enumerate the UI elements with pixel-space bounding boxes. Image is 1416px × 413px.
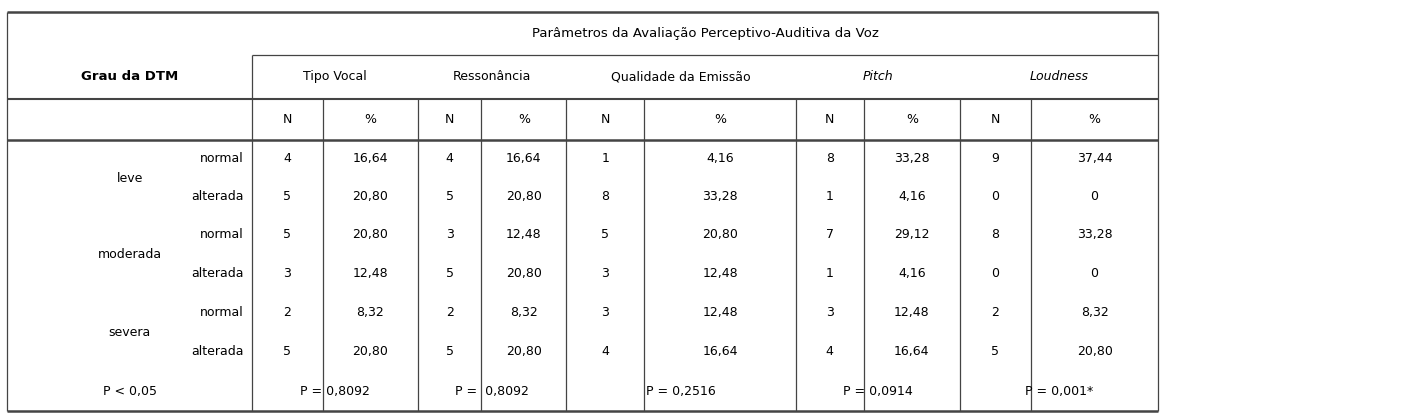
Text: Parâmetros da Avaliação Perceptivo-Auditiva da Voz: Parâmetros da Avaliação Perceptivo-Audit…: [532, 27, 878, 40]
Text: Qualidade da Emissão: Qualidade da Emissão: [612, 70, 750, 83]
Text: 5: 5: [446, 190, 453, 203]
Text: 1: 1: [602, 152, 609, 165]
Text: P = 0,0914: P = 0,0914: [843, 385, 913, 398]
Text: %: %: [518, 113, 530, 126]
Text: 20,80: 20,80: [506, 267, 542, 280]
Text: alterada: alterada: [191, 190, 244, 203]
Text: 4: 4: [283, 152, 292, 165]
Text: 2: 2: [991, 306, 1000, 319]
Text: 20,80: 20,80: [353, 228, 388, 242]
Text: 12,48: 12,48: [506, 228, 542, 242]
Text: 8: 8: [991, 228, 1000, 242]
Text: 12,48: 12,48: [353, 267, 388, 280]
Text: Loudness: Loudness: [1029, 70, 1089, 83]
Text: 3: 3: [446, 228, 453, 242]
Text: 3: 3: [602, 306, 609, 319]
Text: 33,28: 33,28: [1076, 228, 1113, 242]
Text: 20,80: 20,80: [353, 190, 388, 203]
Text: 16,64: 16,64: [353, 152, 388, 165]
Text: %: %: [1089, 113, 1100, 126]
Text: 5: 5: [446, 267, 453, 280]
Text: 3: 3: [826, 306, 834, 319]
Text: 0: 0: [1090, 267, 1099, 280]
Text: 37,44: 37,44: [1076, 152, 1113, 165]
Text: 16,64: 16,64: [893, 345, 930, 358]
Text: P = 0,001*: P = 0,001*: [1025, 385, 1093, 398]
Text: 3: 3: [283, 267, 292, 280]
Text: 33,28: 33,28: [702, 190, 738, 203]
Text: 0: 0: [991, 190, 1000, 203]
Text: N: N: [600, 113, 610, 126]
Text: 4,16: 4,16: [898, 190, 926, 203]
Text: 20,80: 20,80: [1076, 345, 1113, 358]
Text: 5: 5: [602, 228, 609, 242]
Text: %: %: [714, 113, 726, 126]
Text: 7: 7: [826, 228, 834, 242]
Text: Ressonância: Ressonância: [453, 70, 531, 83]
Text: 9: 9: [991, 152, 1000, 165]
Text: 5: 5: [283, 228, 292, 242]
Text: 4: 4: [446, 152, 453, 165]
Text: 5: 5: [283, 345, 292, 358]
Text: normal: normal: [200, 152, 244, 165]
Text: 3: 3: [602, 267, 609, 280]
Text: 0: 0: [991, 267, 1000, 280]
Text: 5: 5: [991, 345, 1000, 358]
Text: severa: severa: [109, 326, 150, 339]
Text: Pitch: Pitch: [862, 70, 893, 83]
Text: alterada: alterada: [191, 345, 244, 358]
Text: 29,12: 29,12: [893, 228, 930, 242]
Text: 33,28: 33,28: [893, 152, 930, 165]
Text: 4: 4: [602, 345, 609, 358]
Text: N: N: [283, 113, 292, 126]
Text: 8,32: 8,32: [510, 306, 538, 319]
Text: N: N: [991, 113, 1000, 126]
Text: N: N: [826, 113, 834, 126]
Text: P =  0,8092: P = 0,8092: [455, 385, 530, 398]
Text: 2: 2: [446, 306, 453, 319]
Text: P < 0,05: P < 0,05: [102, 385, 157, 398]
Text: 0: 0: [1090, 190, 1099, 203]
Text: 8: 8: [602, 190, 609, 203]
Text: 4: 4: [826, 345, 834, 358]
Text: P = 0,2516: P = 0,2516: [646, 385, 716, 398]
Text: 16,64: 16,64: [506, 152, 542, 165]
Text: 1: 1: [826, 190, 834, 203]
Text: 8,32: 8,32: [1080, 306, 1109, 319]
Text: 5: 5: [446, 345, 453, 358]
Text: Tipo Vocal: Tipo Vocal: [303, 70, 367, 83]
Text: 20,80: 20,80: [506, 345, 542, 358]
Text: normal: normal: [200, 306, 244, 319]
Text: 12,48: 12,48: [893, 306, 930, 319]
Text: leve: leve: [116, 171, 143, 185]
Text: moderada: moderada: [98, 248, 161, 261]
Text: alterada: alterada: [191, 267, 244, 280]
Text: N: N: [445, 113, 455, 126]
Text: P = 0,8092: P = 0,8092: [300, 385, 370, 398]
Text: 12,48: 12,48: [702, 267, 738, 280]
Text: %: %: [364, 113, 377, 126]
Text: 20,80: 20,80: [702, 228, 738, 242]
Text: 16,64: 16,64: [702, 345, 738, 358]
Text: Grau da DTM: Grau da DTM: [81, 70, 178, 83]
Text: %: %: [906, 113, 918, 126]
Text: 4,16: 4,16: [898, 267, 926, 280]
Text: 20,80: 20,80: [506, 190, 542, 203]
Text: 12,48: 12,48: [702, 306, 738, 319]
Text: 5: 5: [283, 190, 292, 203]
Text: 4,16: 4,16: [707, 152, 733, 165]
Text: 8: 8: [826, 152, 834, 165]
Text: 20,80: 20,80: [353, 345, 388, 358]
Text: 2: 2: [283, 306, 292, 319]
Text: normal: normal: [200, 228, 244, 242]
Text: 8,32: 8,32: [357, 306, 384, 319]
Text: 1: 1: [826, 267, 834, 280]
